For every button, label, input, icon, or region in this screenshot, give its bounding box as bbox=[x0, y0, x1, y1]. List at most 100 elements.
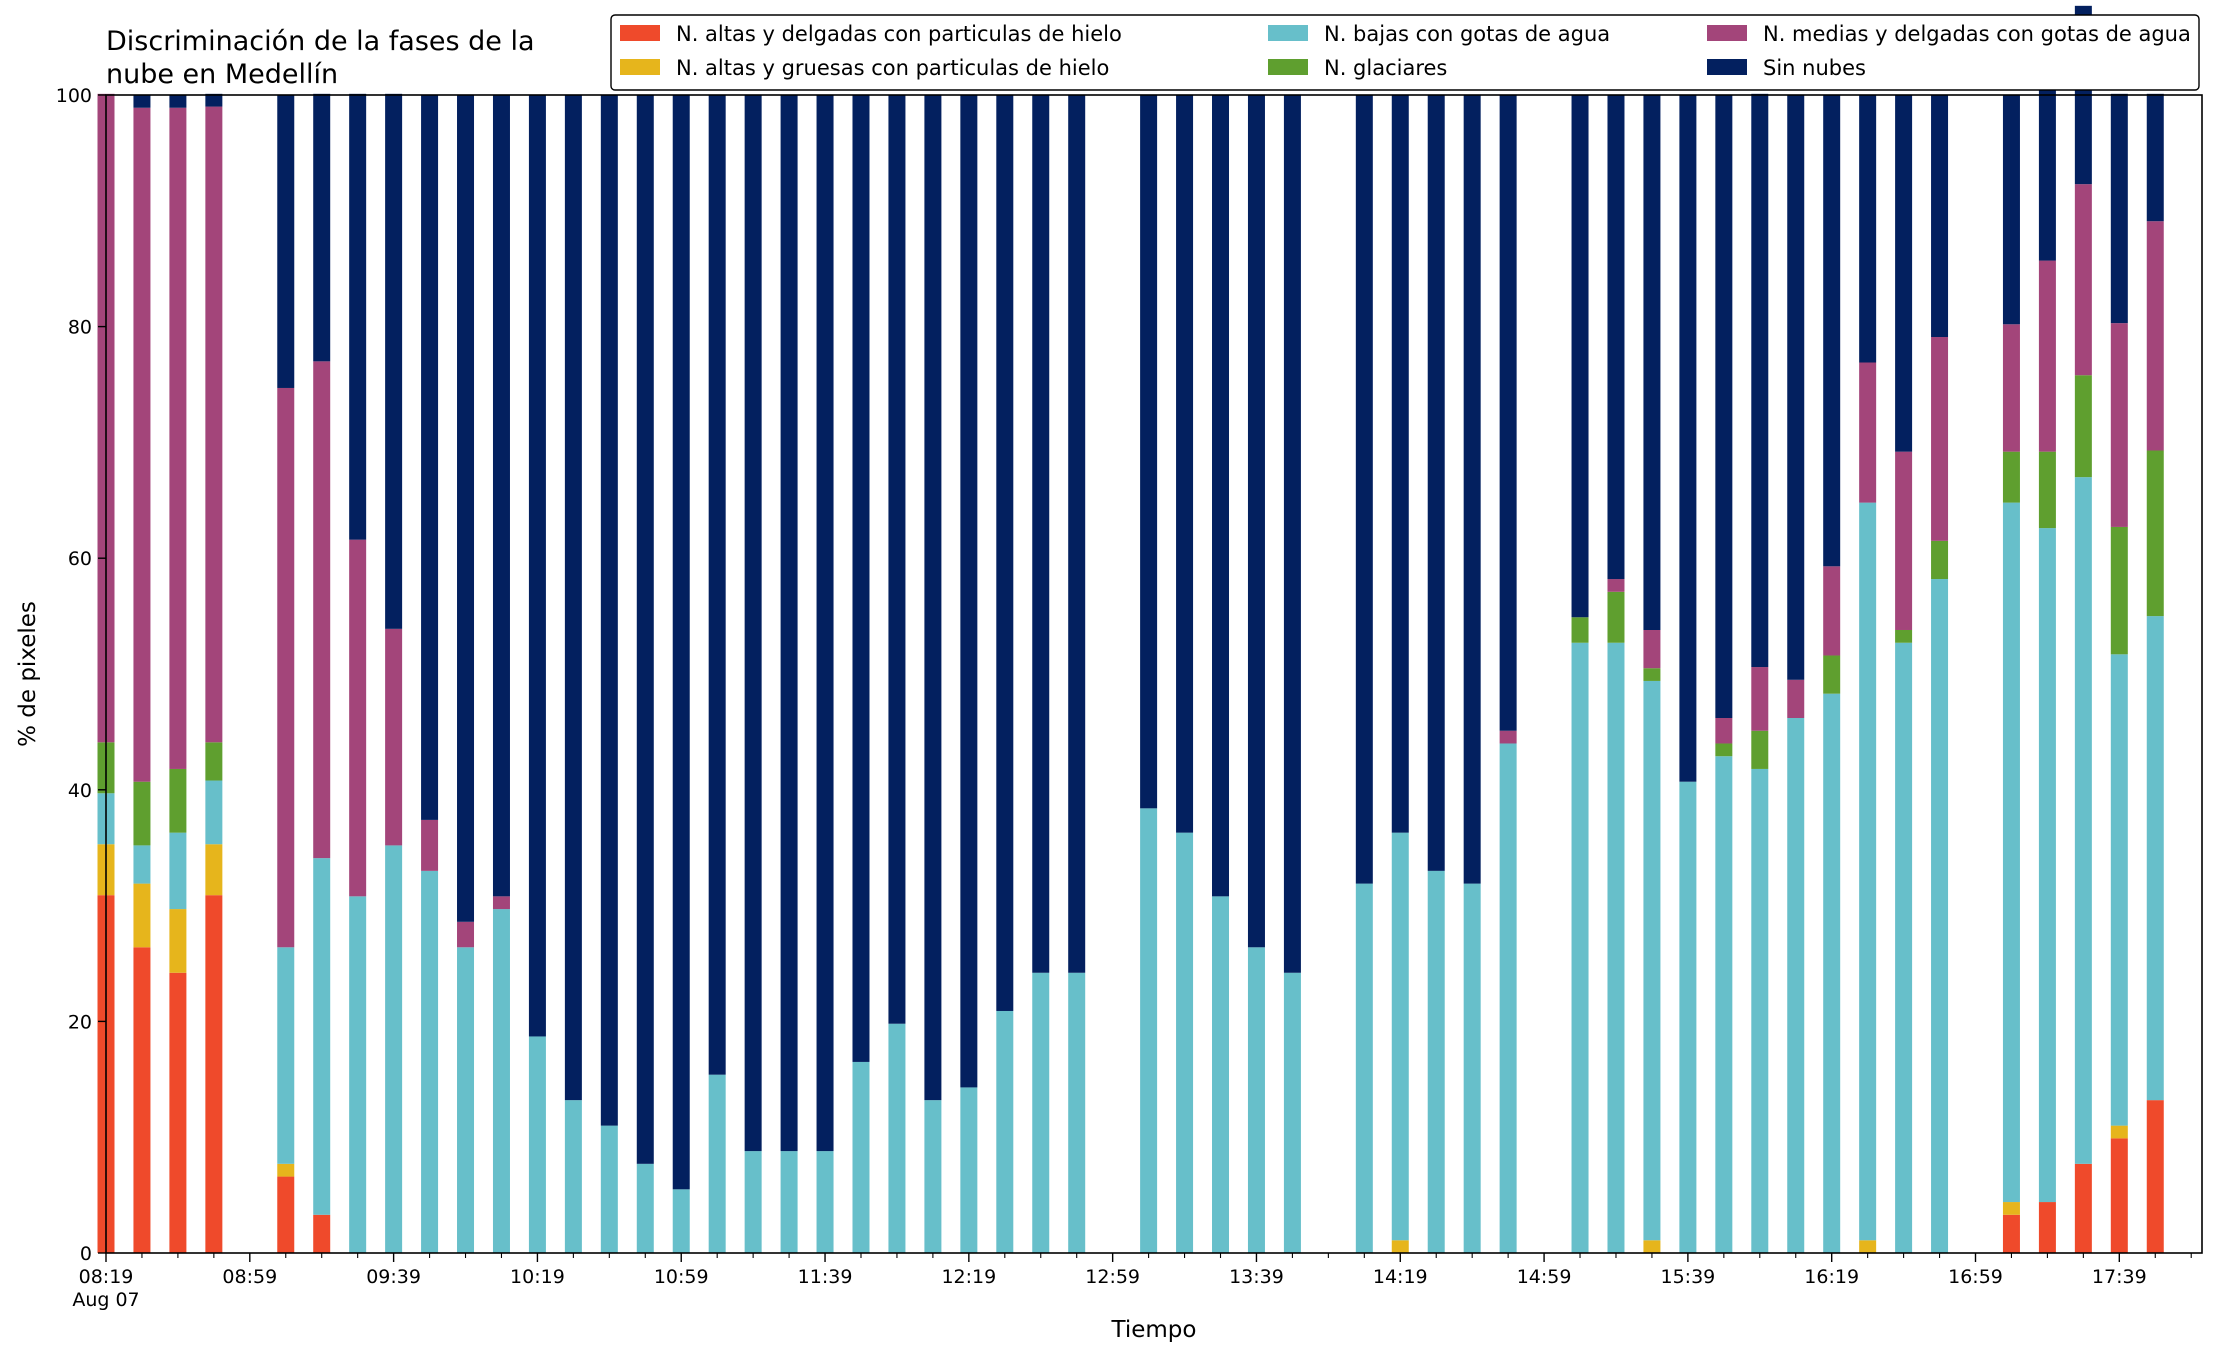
bar-segment-0839-s1 bbox=[169, 909, 187, 973]
bar-segment-0839-s3 bbox=[169, 768, 187, 833]
x-tick-label: 14:59 bbox=[1517, 1266, 1572, 1288]
bar-segment-1509-s3 bbox=[1571, 617, 1589, 643]
legend-entry-label: N. bajas con gotas de agua bbox=[1324, 22, 1610, 46]
y-axis-label: % de pixeles bbox=[15, 601, 41, 747]
bar-segment-1719-s2 bbox=[2038, 528, 2056, 1203]
bar-segment-1639-s2 bbox=[1895, 642, 1913, 1253]
legend-swatch bbox=[620, 59, 660, 75]
x-tick-label: 13:39 bbox=[1229, 1266, 1284, 1288]
bar-segment-0849-s5 bbox=[205, 93, 223, 107]
bar-segment-0909-s5 bbox=[277, 95, 295, 388]
legend-frame bbox=[610, 14, 2200, 91]
bar-segment-1629-s5 bbox=[1859, 95, 1877, 363]
bar-segment-1059-s5 bbox=[672, 95, 690, 1190]
bar-segment-1529-s5 bbox=[1643, 95, 1661, 630]
bar-segment-1629-s4 bbox=[1859, 362, 1877, 503]
bar-stacks bbox=[97, 5, 2164, 1253]
bar-segment-1729-s3 bbox=[2074, 375, 2092, 478]
legend-entry-label: Sin nubes bbox=[1763, 56, 1866, 80]
bar-segment-1619-s3 bbox=[1823, 655, 1841, 694]
bar-segment-1609-s4 bbox=[1787, 679, 1805, 718]
bar-segment-1009-s2 bbox=[492, 909, 510, 1253]
bar-segment-0829-s1 bbox=[133, 883, 151, 948]
bar-segment-0829-s2 bbox=[133, 845, 151, 884]
bar-segment-0939-s2 bbox=[385, 845, 403, 1253]
bar-segment-1159-s2 bbox=[888, 1023, 906, 1253]
bar-segment-0849-s4 bbox=[205, 106, 223, 743]
bar-segment-1319-s2 bbox=[1176, 832, 1194, 1253]
bar-segment-1519-s3 bbox=[1607, 591, 1625, 643]
bar-segment-1529-s3 bbox=[1643, 668, 1661, 681]
bar-segment-0849-s3 bbox=[205, 742, 223, 781]
bar-segment-1229-s2 bbox=[996, 1010, 1014, 1253]
bar-segment-0839-s2 bbox=[169, 832, 187, 910]
bar-segment-1519-s2 bbox=[1607, 642, 1625, 1253]
bar-segment-1449-s4 bbox=[1499, 730, 1517, 744]
bar-segment-1339-s2 bbox=[1247, 947, 1265, 1253]
legend-swatch bbox=[1268, 59, 1308, 75]
chart-title-line-2: nube en Medellín bbox=[106, 59, 338, 90]
bar-segment-1509-s2 bbox=[1571, 642, 1589, 1253]
bar-segment-1739-s5 bbox=[2110, 93, 2128, 324]
bar-segment-1559-s2 bbox=[1751, 768, 1769, 1253]
bar-segment-0949-s2 bbox=[421, 870, 439, 1253]
bar-segment-1309-s2 bbox=[1140, 808, 1158, 1253]
bar-segment-1109-s5 bbox=[708, 95, 726, 1075]
bar-segment-1739-s3 bbox=[2110, 526, 2128, 655]
bar-segment-1609-s5 bbox=[1787, 95, 1805, 680]
bar-segment-1039-s5 bbox=[600, 95, 618, 1126]
y-tick-label: 20 bbox=[68, 1011, 92, 1033]
bar-segment-1009-s4 bbox=[492, 896, 510, 910]
bar-segment-0919-s4 bbox=[313, 361, 331, 859]
bar-segment-0849-s2 bbox=[205, 780, 223, 845]
bar-segment-1709-s2 bbox=[2002, 502, 2020, 1203]
bar-segment-1729-s4 bbox=[2074, 184, 2092, 376]
y-tick-label: 60 bbox=[68, 548, 92, 570]
bar-segment-1419-s2 bbox=[1391, 832, 1409, 1241]
bar-segment-1059-s2 bbox=[672, 1189, 690, 1253]
plot-frame bbox=[105, 94, 2203, 1254]
bar-segment-1429-s5 bbox=[1427, 95, 1445, 871]
bar-segment-0909-s0 bbox=[277, 1176, 295, 1253]
bar-segment-1709-s3 bbox=[2002, 451, 2020, 503]
bar-segment-1649-s5 bbox=[1931, 95, 1949, 338]
bar-segment-0919-s2 bbox=[313, 858, 331, 1215]
bar-segment-1449-s5 bbox=[1499, 95, 1517, 731]
bar-segment-1149-s2 bbox=[852, 1061, 870, 1253]
bar-segment-0949-s5 bbox=[421, 95, 439, 820]
bar-segment-1339-s5 bbox=[1247, 95, 1265, 948]
bar-segment-0959-s2 bbox=[457, 947, 475, 1253]
bar-segment-0849-s0 bbox=[205, 895, 223, 1253]
bar-segment-1329-s5 bbox=[1212, 95, 1230, 897]
bar-segment-1749-s5 bbox=[2146, 93, 2164, 222]
bar-segment-1219-s2 bbox=[960, 1087, 978, 1253]
bar-segment-1239-s2 bbox=[1032, 972, 1050, 1253]
y-tick-label: 40 bbox=[68, 780, 92, 802]
bar-segment-1639-s4 bbox=[1895, 451, 1913, 630]
bar-segment-1739-s0 bbox=[2110, 1138, 2128, 1253]
bar-segment-1559-s5 bbox=[1751, 93, 1769, 668]
y-tick-label: 100 bbox=[56, 85, 92, 107]
x-tick-label: 09:39 bbox=[366, 1266, 421, 1288]
bar-segment-1319-s5 bbox=[1176, 95, 1194, 833]
bar-segment-1519-s5 bbox=[1607, 95, 1625, 580]
bar-segment-1129-s5 bbox=[780, 95, 798, 1152]
bar-segment-1729-s2 bbox=[2074, 477, 2092, 1164]
x-tick-label: 11:39 bbox=[798, 1266, 853, 1288]
y-axis: 0 20 40 60 80 100 bbox=[56, 85, 106, 1265]
y-tick-label: 80 bbox=[68, 317, 92, 339]
bar-segment-1529-s1 bbox=[1643, 1240, 1661, 1253]
bar-segment-1159-s5 bbox=[888, 95, 906, 1024]
bar-segment-1649-s3 bbox=[1931, 540, 1949, 580]
bar-segment-1709-s1 bbox=[2002, 1202, 2020, 1215]
bar-segment-1709-s5 bbox=[2002, 95, 2020, 325]
legend-swatch bbox=[1707, 59, 1747, 75]
legend-entry-label: N. altas y delgadas con particulas de hi… bbox=[676, 22, 1122, 46]
bar-segment-1349-s2 bbox=[1283, 972, 1301, 1253]
bar-segment-0919-s5 bbox=[313, 93, 331, 362]
legend-swatch bbox=[1707, 25, 1747, 41]
bar-segment-1449-s2 bbox=[1499, 743, 1517, 1253]
bar-segment-1719-s3 bbox=[2038, 451, 2056, 529]
bar-segment-1119-s2 bbox=[744, 1151, 762, 1253]
